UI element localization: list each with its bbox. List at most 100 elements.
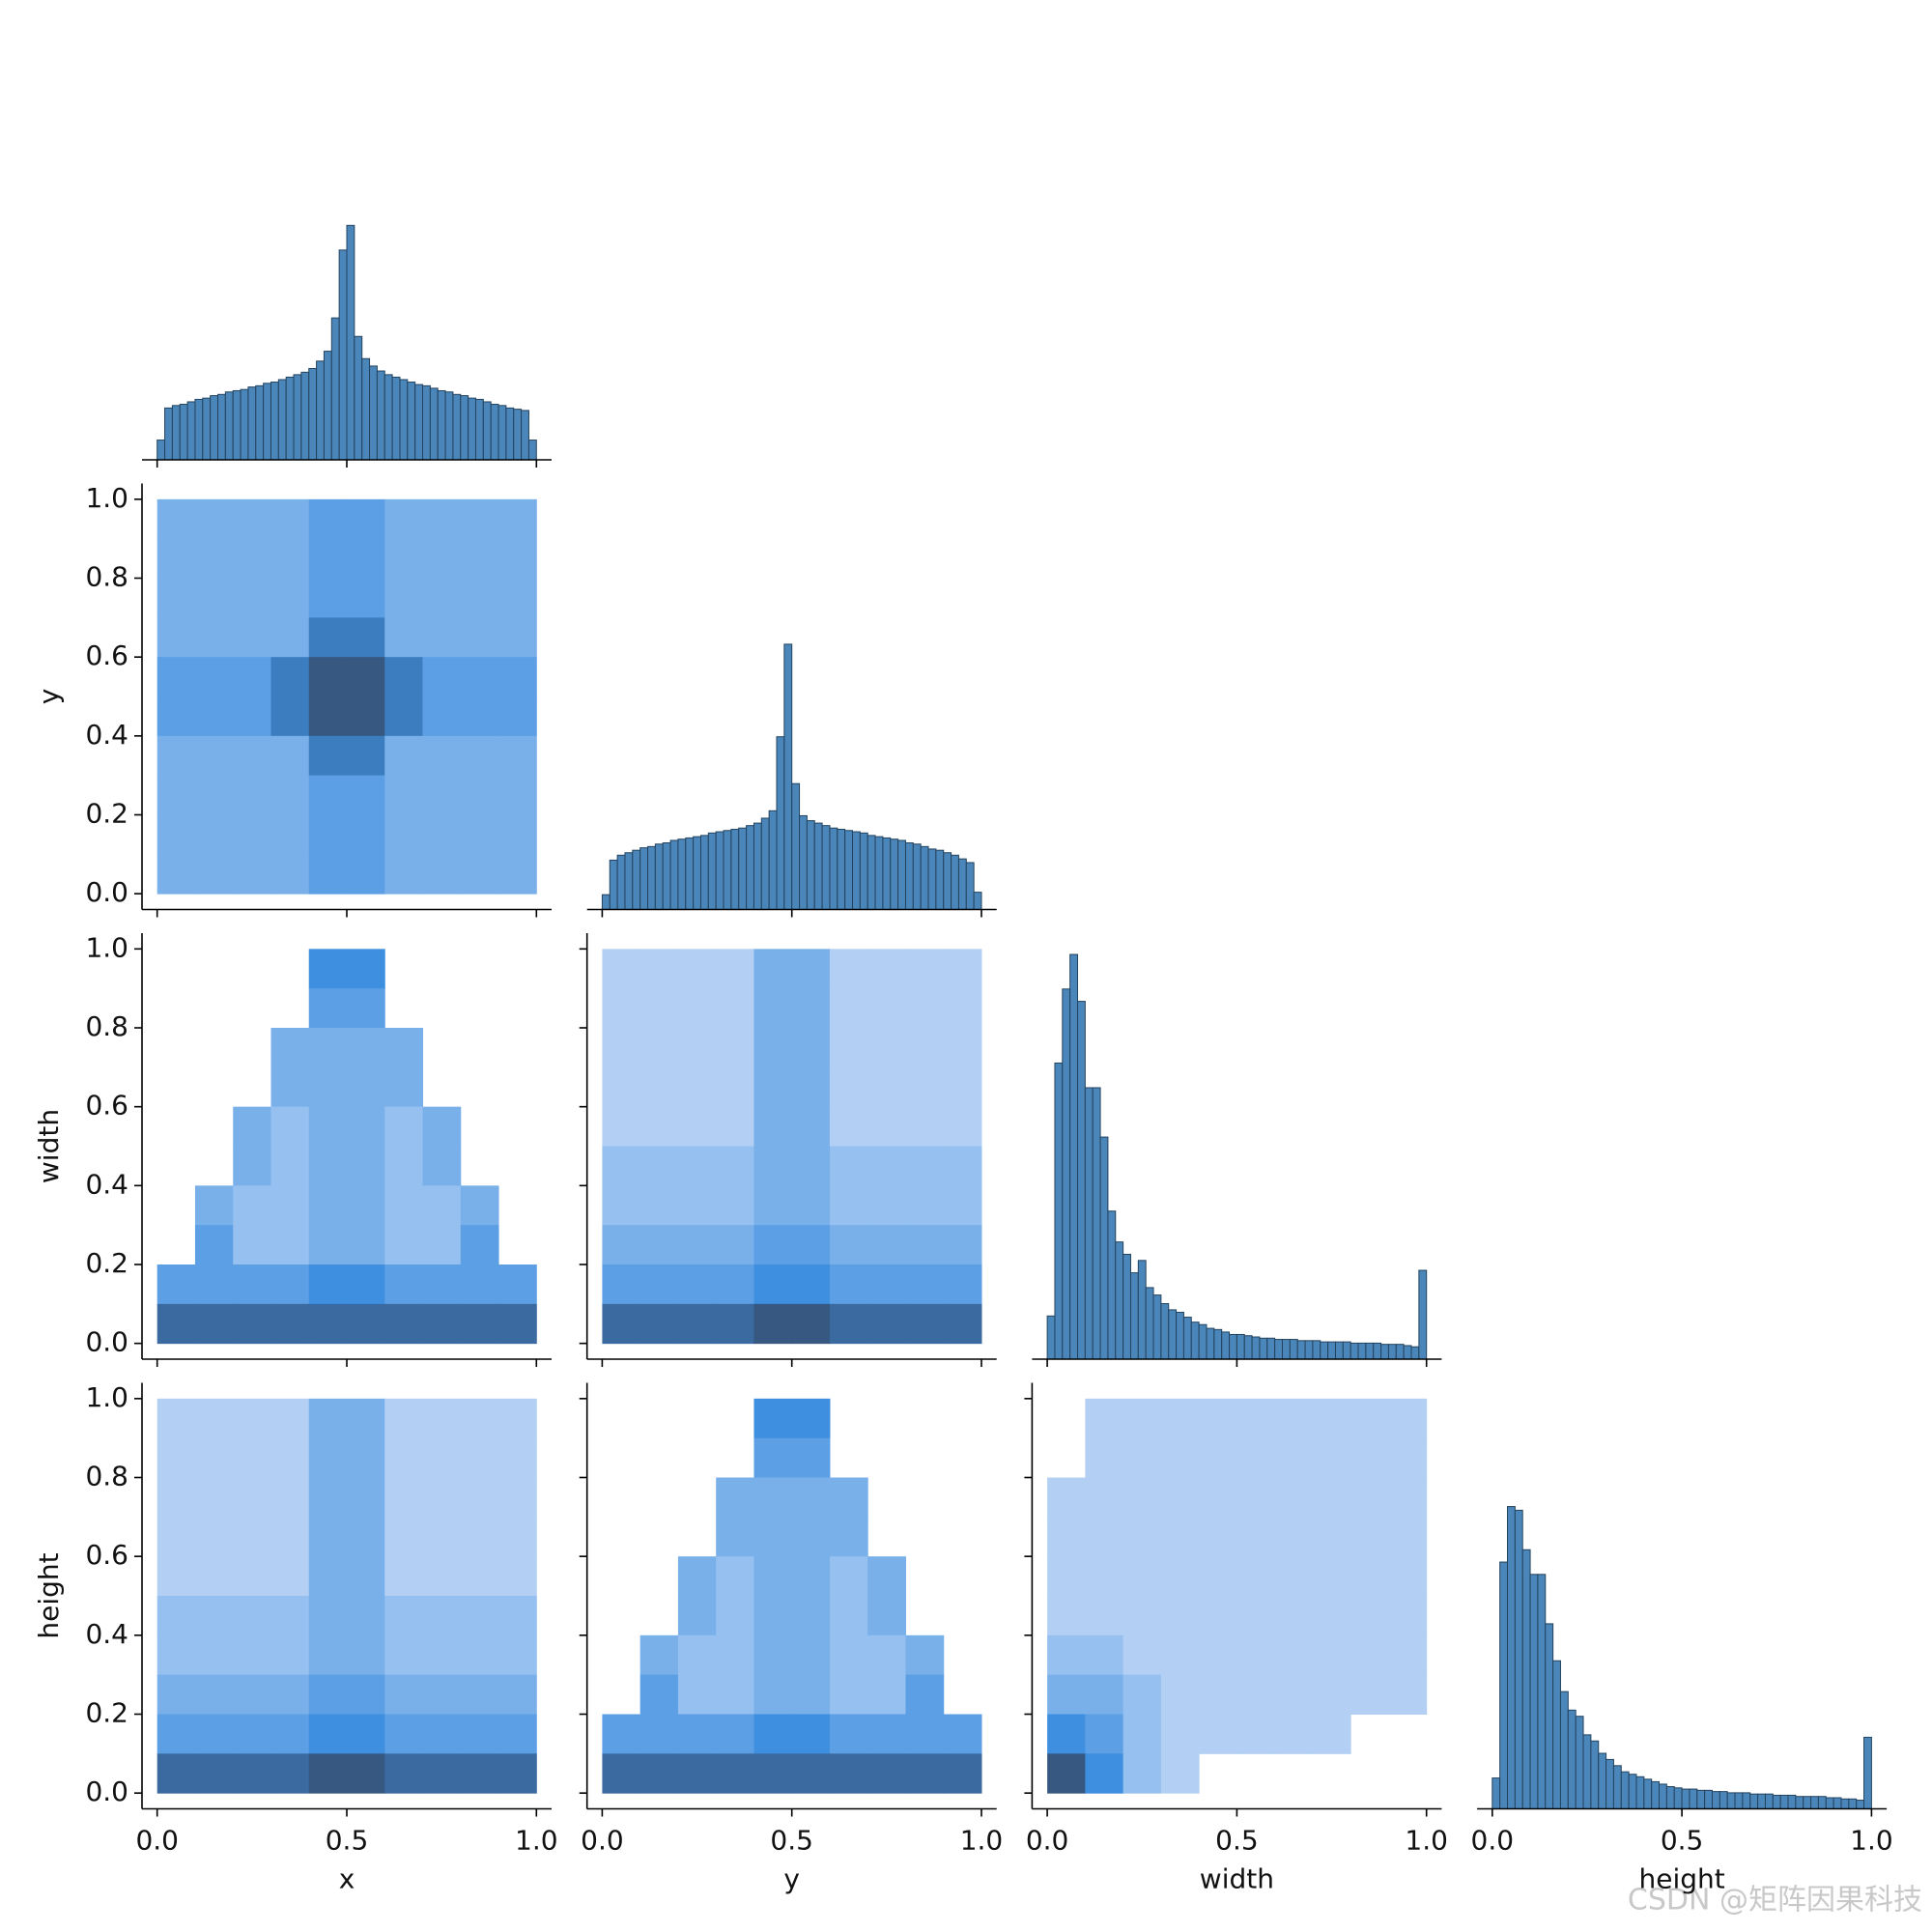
heat-cell [308,617,348,658]
heat-cell [791,1146,831,1186]
heat-cell [677,988,717,1029]
heat-cell [308,1264,348,1305]
heat-cell [905,1225,945,1265]
hist-bar [1350,1342,1359,1360]
heat-cell [753,1264,793,1305]
heat-cell [1350,1634,1389,1676]
heat-cell [384,1556,424,1597]
heat-cell [308,1517,348,1557]
hist-bar [844,830,854,910]
heat-cell [308,1753,348,1794]
heat-cell [1047,1438,1086,1478]
heat-cell [308,1303,348,1345]
hist-bar [601,894,611,910]
heat-cell [905,1399,944,1438]
heat-cell [1160,1556,1200,1597]
heat-cell [422,1437,462,1478]
heat-cell [716,1225,754,1265]
hist-bar [437,389,446,461]
heat-cell [716,1264,754,1305]
heat-cell [498,735,537,777]
hist-bar [920,845,929,911]
x-tick-label: 0.5 [1215,1825,1259,1857]
hist-bar [316,360,325,461]
heat-cell [460,1674,499,1715]
heat-cell [602,1028,641,1068]
heat-cell [677,1066,717,1108]
heat-cell [716,1399,754,1438]
heat-cell [943,1066,982,1108]
heat-cell [1199,1634,1237,1676]
heat-cell [944,1556,982,1596]
heat-cell [905,1146,945,1186]
y-axis-label: width [33,1109,65,1183]
heat-cell [347,949,385,989]
heat-cell [347,1596,385,1636]
heat-cell [384,1517,424,1557]
heat-cell [347,1714,385,1754]
heat-cell [602,1596,640,1635]
y-tick-label: 0.2 [85,1247,128,1279]
heat-cell [233,578,271,618]
heat-cell [460,1225,499,1265]
heat-cell [1160,1634,1200,1676]
hist-bar [384,374,393,461]
heat-cell [270,1398,310,1439]
heat-cell [943,1185,982,1226]
heat-cell [347,498,385,540]
heat-cell [157,949,196,988]
heat-cell [944,1399,982,1438]
heat-cell [602,1478,640,1518]
heat-cell [1085,1753,1124,1794]
heat-cell [791,1066,831,1108]
heat-cell [270,1106,310,1147]
heat-cell [753,1185,793,1226]
heat-cell [943,1106,982,1147]
hist-bar [837,828,846,911]
heat-cell [308,1106,348,1147]
hist-bar [285,376,295,461]
heat-cell [1085,1556,1124,1597]
hist-bar [414,384,424,461]
heat-cell [422,814,462,855]
heat-cell [498,1185,537,1225]
hist-bar [1582,1734,1592,1809]
heat-cell [867,1438,906,1478]
heat-cell [422,538,462,579]
hist-bar [1129,1272,1139,1360]
heat-cell [753,949,793,989]
heat-cell [944,1438,982,1478]
hist-bar [1190,1321,1200,1360]
heat-cell [194,1674,234,1715]
y-tick-label: 0.2 [85,1697,128,1729]
hist-bar [1764,1793,1774,1810]
heat-cell [384,988,423,1028]
heat-cell [498,1028,537,1067]
heat-cell [347,1264,385,1305]
hist-bar [1817,1796,1827,1810]
heat-cell [384,1303,424,1345]
heat-cell [156,696,196,737]
hist-bar [1229,1333,1237,1360]
heat-cell [384,1634,424,1676]
hist-bar [1529,1574,1539,1809]
heat-cell [384,735,424,777]
heat-cell [194,538,234,579]
hist-bar [179,404,188,461]
heat-cell [347,735,385,777]
heat-cell [1085,1634,1124,1676]
heat-cell [602,1303,641,1345]
heat-cell [1199,1674,1237,1715]
hist-bar [171,405,181,461]
hist-bar [624,852,634,910]
x-axis-label: height [1638,1863,1724,1895]
heat-cell [1122,1517,1162,1557]
hist-bar [1380,1344,1389,1360]
heat-cell [347,1477,385,1518]
heat-cell [156,1398,196,1439]
heat-cell [1199,1477,1237,1518]
hist-bar [753,822,762,911]
heat-cell [678,1478,717,1518]
heat-cell [233,814,271,855]
heat-cell [194,775,234,815]
